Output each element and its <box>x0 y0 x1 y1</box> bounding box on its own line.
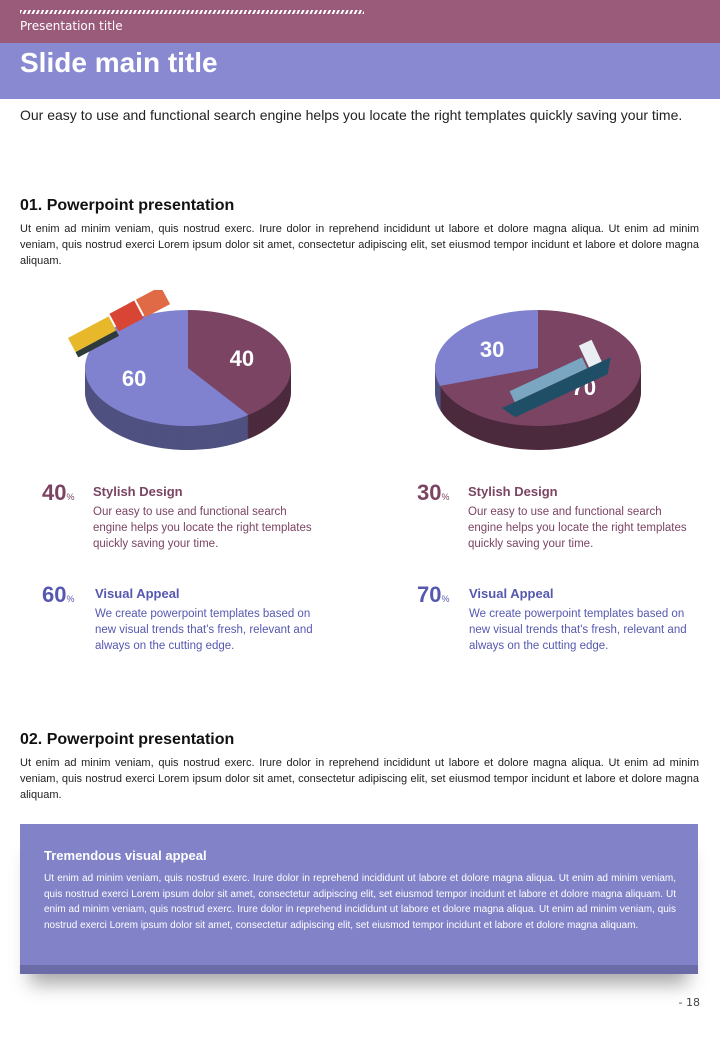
stat-label: Visual Appeal <box>469 586 554 601</box>
presentation-title: Presentation title <box>20 19 123 33</box>
pie-data-label: 60 <box>122 366 146 391</box>
stat-value: 40% <box>42 480 75 505</box>
stat-value: 70% <box>417 582 450 607</box>
freight-train-icon <box>68 290 171 358</box>
stat-desc: Our easy to use and functional search en… <box>93 506 312 550</box>
callout-title: Tremendous visual appeal <box>44 848 207 863</box>
pie-chart-train: 40 60 <box>68 290 291 450</box>
section1-heading: 01. Powerpoint presentation <box>20 197 235 214</box>
pie-data-label: 30 <box>480 337 504 362</box>
pie-slice <box>440 310 641 426</box>
slide-title: Slide main title <box>20 47 218 78</box>
intro-text: Our easy to use and functional search en… <box>20 107 683 123</box>
stat-desc: We create powerpoint templates based on … <box>469 608 687 652</box>
page-number: - 18 <box>678 996 700 1009</box>
stat-label: Stylish Design <box>93 484 183 499</box>
section1-body: Ut enim ad minim veniam, quis nostrud ex… <box>20 223 699 267</box>
stat-label: Stylish Design <box>468 484 558 499</box>
stat-desc: Our easy to use and functional search en… <box>468 506 687 550</box>
callout-strip <box>20 965 698 974</box>
section2-body: Ut enim ad minim veniam, quis nostrud ex… <box>20 757 699 801</box>
stat-value: 30% <box>417 480 450 505</box>
stat-desc: We create powerpoint templates based on … <box>95 608 313 652</box>
callout-body: Ut enim ad minim veniam, quis nostrud ex… <box>44 873 676 931</box>
callout-box: Tremendous visual appeal Ut enim ad mini… <box>20 824 698 974</box>
cargo-ship-icon <box>502 339 611 418</box>
stat-label: Visual Appeal <box>95 586 180 601</box>
decorative-stripes <box>20 10 364 14</box>
pie-slice <box>435 310 538 386</box>
pie-data-label: 40 <box>230 346 254 371</box>
section2-heading: 02. Powerpoint presentation <box>20 731 235 748</box>
title-bar <box>0 43 720 99</box>
pie-slice <box>188 310 291 415</box>
header-bar: Presentation title <box>0 0 720 43</box>
pie-slice <box>84 310 249 426</box>
stat-value: 60% <box>42 582 75 607</box>
